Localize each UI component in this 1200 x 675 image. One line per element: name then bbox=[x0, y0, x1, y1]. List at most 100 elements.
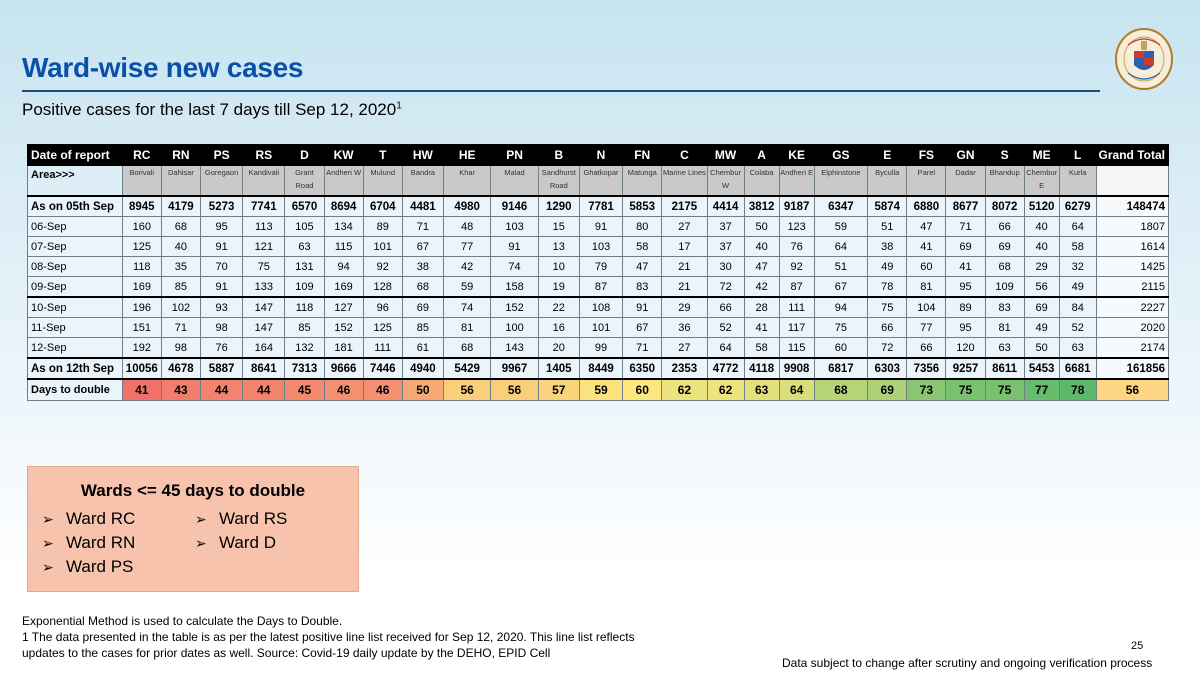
row-grand-total: 2020 bbox=[1095, 317, 1170, 338]
area-name: Grant Road bbox=[284, 165, 325, 197]
cell-value: 169 bbox=[323, 276, 364, 298]
cell-value: 41 bbox=[743, 317, 780, 338]
area-name: Khar bbox=[442, 165, 492, 197]
table-row: 09-Sep 169 85 91 133 109 169 128 68 59 158 19 87 83 21… bbox=[27, 276, 1170, 298]
footnote: Exponential Method is used to calculate … bbox=[22, 613, 635, 661]
wards-callout-box: Wards <= 45 days to double ➢ Ward RC ➢ War… bbox=[27, 466, 359, 592]
cell-value: 49 bbox=[1058, 276, 1097, 298]
cell-value: 100 bbox=[490, 317, 539, 338]
cell-value: 5453 bbox=[1023, 357, 1060, 380]
area-name: Marine Lines bbox=[661, 165, 708, 197]
header-ward: T bbox=[362, 144, 403, 166]
cell-value: 113 bbox=[242, 216, 286, 237]
ward-cases-table: Date of report RC RN PS RS D KW T HW HE PN B N FN C MW… bbox=[27, 144, 1170, 401]
page-title: Ward-wise new cases bbox=[22, 52, 304, 83]
header-ward: L bbox=[1058, 144, 1097, 166]
row-grand-total: 1807 bbox=[1095, 216, 1170, 237]
cell-value: 5429 bbox=[442, 357, 492, 380]
table-row: 12-Sep 192 98 76 164 132 181 111 61 68 143 20 99 71 27… bbox=[27, 337, 1170, 359]
cell-value: 85 bbox=[160, 276, 201, 298]
cell-value: 38 bbox=[867, 236, 908, 257]
cell-value: 132 bbox=[284, 337, 325, 359]
cell-value: 4481 bbox=[401, 195, 444, 217]
area-row: Area>>> Borivali Dahisar Goregaon Kandivali… bbox=[27, 165, 1170, 197]
days-to-double-cell: 60 bbox=[622, 378, 663, 401]
cell-value: 75 bbox=[813, 317, 869, 338]
cell-value: 196 bbox=[121, 296, 162, 318]
cell-value: 2353 bbox=[661, 357, 708, 380]
cell-value: 4414 bbox=[706, 195, 745, 217]
cell-value: 103 bbox=[578, 236, 624, 257]
cell-value: 123 bbox=[778, 216, 815, 237]
cell-value: 56 bbox=[1023, 276, 1060, 298]
cell-value: 59 bbox=[813, 216, 869, 237]
cell-value: 8694 bbox=[323, 195, 364, 217]
arrow-bullet-icon: ➢ bbox=[195, 535, 207, 551]
cell-value: 21 bbox=[661, 256, 708, 277]
days-to-double-cell: 62 bbox=[706, 378, 745, 401]
footnote-method: Exponential Method is used to calculate … bbox=[22, 614, 343, 628]
row-grand-total: 148474 bbox=[1095, 195, 1170, 217]
cell-value: 3812 bbox=[743, 195, 780, 217]
footnote-source-2: updates to the cases for prior dates as … bbox=[22, 646, 551, 660]
cell-value: 40 bbox=[743, 236, 780, 257]
callout-item: ➢ Ward D bbox=[195, 533, 276, 553]
cell-value: 79 bbox=[578, 256, 624, 277]
cell-value: 9666 bbox=[323, 357, 364, 380]
area-name: Ghatkopar bbox=[578, 165, 624, 197]
callout-item-label: Ward RS bbox=[219, 509, 288, 528]
cell-value: 41 bbox=[945, 256, 986, 277]
cell-value: 118 bbox=[121, 256, 162, 277]
header-ward: PS bbox=[199, 144, 244, 166]
cell-value: 71 bbox=[945, 216, 986, 237]
table-row: 07-Sep 125 40 91 121 63 115 101 67 77 91 13 103 58 17 3… bbox=[27, 236, 1170, 257]
cell-value: 4179 bbox=[160, 195, 201, 217]
cell-value: 61 bbox=[401, 337, 444, 359]
cell-value: 115 bbox=[323, 236, 364, 257]
days-to-double-cell: 78 bbox=[1058, 378, 1097, 401]
row-label: 06-Sep bbox=[27, 216, 123, 237]
days-to-double-cell: 62 bbox=[661, 378, 708, 401]
callout-item: ➢ Ward RC bbox=[42, 509, 135, 529]
footnote-source-1: 1 The data presented in the table is as … bbox=[22, 630, 635, 644]
row-label: 12-Sep bbox=[27, 337, 123, 359]
cell-value: 4980 bbox=[442, 195, 492, 217]
cell-value: 95 bbox=[945, 276, 986, 298]
days-to-double-total: 56 bbox=[1095, 378, 1170, 401]
cell-value: 91 bbox=[578, 216, 624, 237]
header-ward: GN bbox=[945, 144, 986, 166]
cell-value: 69 bbox=[984, 236, 1025, 257]
cell-value: 111 bbox=[362, 337, 403, 359]
area-name: Elphinstone bbox=[813, 165, 869, 197]
cell-value: 8072 bbox=[984, 195, 1025, 217]
cell-value: 7741 bbox=[242, 195, 286, 217]
cell-value: 72 bbox=[867, 337, 908, 359]
arrow-bullet-icon: ➢ bbox=[195, 511, 207, 527]
cell-value: 131 bbox=[284, 256, 325, 277]
subtitle-text: Positive cases for the last 7 days till … bbox=[22, 100, 397, 119]
row-label: 08-Sep bbox=[27, 256, 123, 277]
cell-value: 47 bbox=[906, 216, 947, 237]
cell-value: 1290 bbox=[537, 195, 580, 217]
days-to-double-cell: 73 bbox=[906, 378, 947, 401]
cell-value: 13 bbox=[537, 236, 580, 257]
cell-value: 169 bbox=[121, 276, 162, 298]
row-label: As on 12th Sep bbox=[27, 357, 123, 380]
cell-value: 104 bbox=[906, 296, 947, 318]
area-name: Kandivali bbox=[242, 165, 286, 197]
cell-value: 49 bbox=[867, 256, 908, 277]
cell-value: 9967 bbox=[490, 357, 539, 380]
cell-value: 6350 bbox=[622, 357, 663, 380]
cell-value: 40 bbox=[1023, 236, 1060, 257]
cell-value: 101 bbox=[578, 317, 624, 338]
area-name: Sandhurst Road bbox=[537, 165, 580, 197]
header-ward: MW bbox=[706, 144, 745, 166]
header-ward: ME bbox=[1023, 144, 1060, 166]
cell-value: 9187 bbox=[778, 195, 815, 217]
cell-value: 75 bbox=[242, 256, 286, 277]
cell-value: 6704 bbox=[362, 195, 403, 217]
cell-value: 74 bbox=[490, 256, 539, 277]
days-to-double-cell: 77 bbox=[1023, 378, 1060, 401]
area-name: Chembur E bbox=[1023, 165, 1060, 197]
cell-value: 29 bbox=[1023, 256, 1060, 277]
